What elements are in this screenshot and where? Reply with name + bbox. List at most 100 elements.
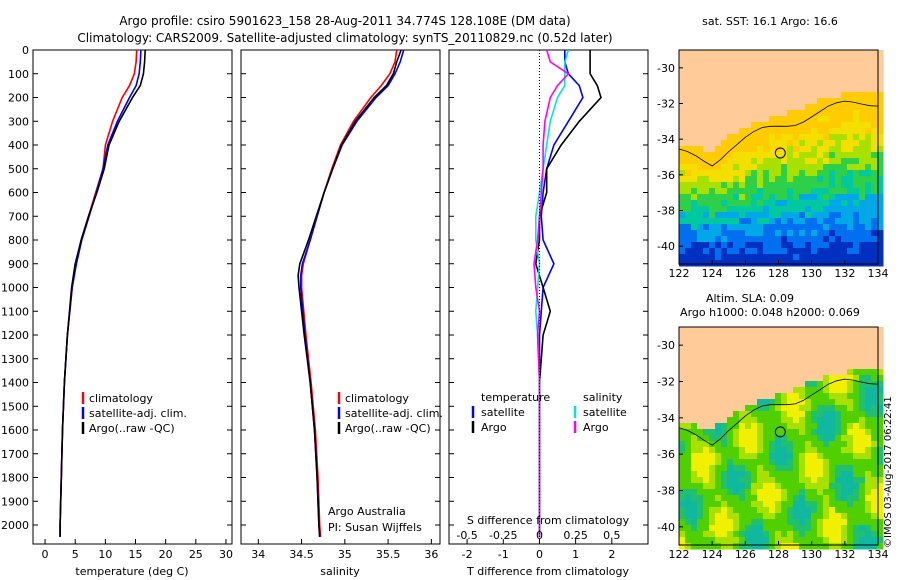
map-cell <box>841 122 848 129</box>
map-cell <box>703 525 710 532</box>
map-cell <box>775 339 782 346</box>
map-cell <box>745 140 752 147</box>
map-cell <box>721 158 728 165</box>
map-cell <box>703 188 710 195</box>
map-cell <box>733 483 740 490</box>
map-cell <box>739 260 746 267</box>
map-cell <box>859 411 866 418</box>
map-cell <box>817 483 824 490</box>
map-cell <box>751 489 758 496</box>
map-cell <box>727 459 734 466</box>
map-cell <box>799 543 806 550</box>
map-cell <box>799 375 806 382</box>
map-cell <box>775 152 782 159</box>
sla-map-title-line1: Altim. SLA: 0.09 <box>706 292 794 305</box>
map-cell <box>829 327 836 334</box>
map-cell <box>793 363 800 370</box>
legend-title-salinity: salinity <box>583 391 623 404</box>
map-cell <box>739 50 746 57</box>
map-cell <box>745 375 752 382</box>
map-cell <box>685 218 692 225</box>
map-cell <box>871 327 878 334</box>
map-cell <box>829 140 836 147</box>
map-cell <box>721 86 728 93</box>
map-cell <box>763 489 770 496</box>
map-cell <box>853 104 860 111</box>
map-cell <box>739 447 746 454</box>
map-cell <box>703 495 710 502</box>
map-cell <box>769 248 776 255</box>
map-cell <box>865 86 872 93</box>
map-cell <box>817 122 824 129</box>
map-cell <box>679 176 686 183</box>
map-cell <box>853 471 860 478</box>
map-cell <box>715 86 722 93</box>
map-cell <box>787 200 794 207</box>
map-cell <box>685 507 692 514</box>
map-cell <box>769 116 776 123</box>
map-cell <box>727 212 734 219</box>
map-cell <box>697 122 704 129</box>
map-cell <box>817 56 824 63</box>
map-cell <box>781 218 788 225</box>
map-cell <box>739 429 746 436</box>
map-cell <box>697 399 704 406</box>
map-cell <box>841 423 848 430</box>
map-cell <box>739 351 746 358</box>
map-cell <box>745 381 752 388</box>
map-cell <box>877 477 884 484</box>
map-cell <box>781 62 788 69</box>
map-cell <box>769 417 776 424</box>
map-cell <box>829 411 836 418</box>
map-cell <box>793 399 800 406</box>
map-cell <box>829 339 836 346</box>
map-cell <box>847 122 854 129</box>
map-cell <box>799 381 806 388</box>
map-cell <box>691 393 698 400</box>
map-cell <box>721 465 728 472</box>
map-cell <box>787 369 794 376</box>
map-cell <box>745 164 752 171</box>
map-cell <box>733 363 740 370</box>
map-cell <box>733 110 740 117</box>
map-cell <box>679 104 686 111</box>
map-cell <box>877 501 884 508</box>
map-cell <box>733 92 740 99</box>
map-cell <box>691 339 698 346</box>
map-cell <box>757 339 764 346</box>
map-cell <box>877 92 884 99</box>
map-cell <box>871 405 878 412</box>
x-tick-label: 1 <box>572 548 579 561</box>
map-cell <box>805 182 812 189</box>
map-cell <box>721 357 728 364</box>
map-cell <box>877 122 884 129</box>
map-cell <box>871 483 878 490</box>
map-cell <box>721 260 728 267</box>
credit-argo-australia: Argo Australia <box>328 505 406 518</box>
map-cell <box>823 531 830 538</box>
map-cell <box>853 387 860 394</box>
map-cell <box>871 206 878 213</box>
map-cell <box>691 477 698 484</box>
map-cell <box>823 50 830 57</box>
map-cell <box>817 242 824 249</box>
legend-label-argo: Argo(..raw -QC) <box>345 422 431 435</box>
map-cell <box>847 248 854 255</box>
map-cell <box>733 471 740 478</box>
map-cell <box>733 74 740 81</box>
map-cell <box>685 459 692 466</box>
map-cell <box>811 495 818 502</box>
map-cell <box>805 519 812 526</box>
map-cell <box>775 393 782 400</box>
map-cell <box>757 254 764 261</box>
map-cell <box>757 525 764 532</box>
map-cell <box>865 128 872 135</box>
map-cell <box>817 80 824 87</box>
map-cell <box>835 230 842 237</box>
map-cell <box>709 224 716 231</box>
map-cell <box>799 200 806 207</box>
map-cell <box>763 375 770 382</box>
map-cell <box>841 447 848 454</box>
map-cell <box>823 459 830 466</box>
map-cell <box>697 375 704 382</box>
